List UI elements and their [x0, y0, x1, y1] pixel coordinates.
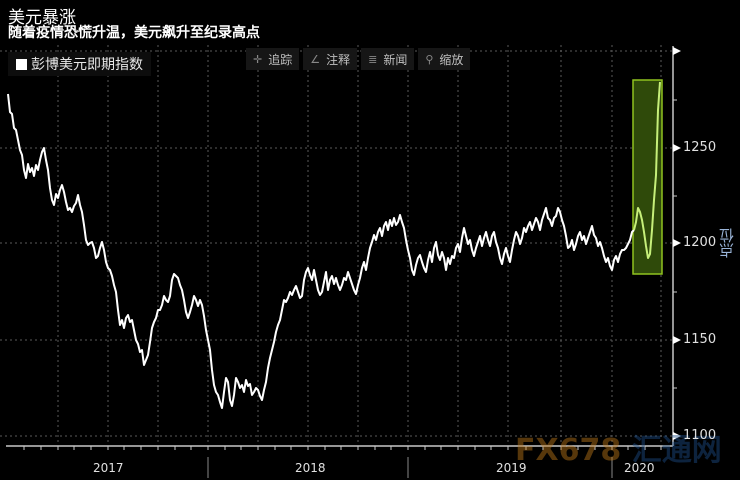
x-tick-2020: 2020 [624, 461, 655, 475]
chart-title: 美元暴涨 [8, 8, 76, 28]
y-tick-1200: 1200 [683, 235, 717, 250]
watermark-brand: FX678 [515, 433, 622, 468]
y-tick-1250: 1250 [683, 140, 717, 155]
news-button[interactable]: ≣ 新闻 [361, 48, 415, 70]
usd-index-line-highlight [633, 81, 661, 259]
chart-toolbar: ✛ 追踪 ∠ 注释 ≣ 新闻 ⚲ 缩放 [246, 48, 471, 70]
x-minor-ticks [23, 446, 662, 450]
y-minor-ticks [673, 99, 677, 389]
annotate-icon: ∠ [310, 52, 321, 66]
y-axis-unit: 点位 [718, 228, 736, 258]
legend[interactable]: 彭博美元即期指数 [8, 52, 151, 76]
watermark-name: 汇通网 [631, 433, 722, 468]
y-tick-1100: 1100 [683, 428, 717, 443]
usd-index-line [7, 93, 635, 409]
crosshair-icon: ✛ [253, 52, 263, 66]
news-icon: ≣ [368, 52, 378, 66]
zoom-icon: ⚲ [425, 52, 434, 66]
legend-label: 彭博美元即期指数 [31, 57, 143, 73]
zoom-label: 缩放 [439, 52, 464, 67]
x-tick-2017: 2017 [93, 461, 124, 475]
watermark: FX678 汇通网 [515, 425, 722, 469]
x-tick-2018: 2018 [295, 461, 326, 475]
zoom-button[interactable]: ⚲ 缩放 [418, 48, 471, 70]
track-button[interactable]: ✛ 追踪 [246, 48, 300, 70]
x-tick-2019: 2019 [496, 461, 527, 475]
annotate-button[interactable]: ∠ 注释 [303, 48, 358, 70]
annotate-label: 注释 [326, 52, 351, 67]
track-label: 追踪 [268, 52, 293, 67]
year-separators [207, 457, 613, 478]
legend-swatch-icon [16, 58, 27, 70]
gridlines [0, 45, 673, 444]
y-tick-arrows [673, 47, 681, 440]
y-tick-1150: 1150 [683, 332, 717, 347]
chart-subtitle: 随着疫情恐慌升温，美元飙升至纪录高点 [8, 25, 260, 41]
news-label: 新闻 [383, 52, 408, 67]
